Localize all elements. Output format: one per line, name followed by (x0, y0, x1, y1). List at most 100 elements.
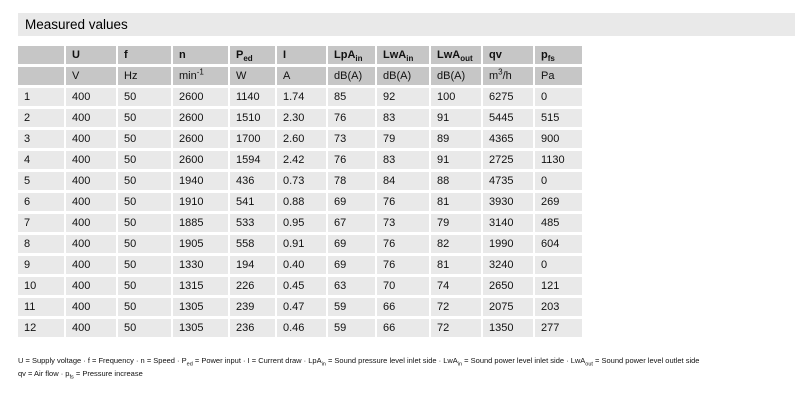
value-cell: 2.30 (277, 109, 326, 127)
value-cell: 485 (535, 214, 582, 232)
value-cell: 1330 (173, 256, 228, 274)
column-header: qv (483, 46, 533, 64)
value-cell: 66 (377, 298, 429, 316)
row-number-cell: 12 (18, 319, 64, 337)
column-header-base: I (283, 49, 287, 61)
unit-base: A (283, 70, 291, 82)
value-cell: 69 (328, 235, 375, 253)
value-cell: 1905 (173, 235, 228, 253)
value-cell: 76 (328, 109, 375, 127)
value-cell: 81 (431, 256, 481, 274)
value-cell: 85 (328, 88, 375, 106)
value-cell: 76 (377, 235, 429, 253)
footnote-subscript: out (585, 361, 593, 368)
column-header-base: qv (489, 49, 502, 61)
value-cell: 100 (431, 88, 481, 106)
value-cell: 4735 (483, 172, 533, 190)
value-cell: 82 (431, 235, 481, 253)
footnote-subscript: ed (186, 361, 193, 368)
value-cell: 2600 (173, 88, 228, 106)
value-cell: 3930 (483, 193, 533, 211)
value-cell: 6275 (483, 88, 533, 106)
table-row: 10 400 50 1315 226 0.45 63 70 74 2650 121 (18, 277, 582, 295)
value-cell: 50 (118, 277, 171, 295)
value-cell: 92 (377, 88, 429, 106)
value-cell: 59 (328, 319, 375, 337)
value-cell: 88 (431, 172, 481, 190)
unit-base: Hz (124, 70, 138, 82)
table-row: 5 400 50 1940 436 0.73 78 84 88 4735 0 (18, 172, 582, 190)
value-cell: 73 (328, 130, 375, 148)
value-cell: 1305 (173, 319, 228, 337)
row-number-cell: 1 (18, 88, 64, 106)
value-cell: 1.74 (277, 88, 326, 106)
value-cell: 50 (118, 88, 171, 106)
value-cell: 0 (535, 88, 582, 106)
value-cell: 226 (230, 277, 275, 295)
value-cell: 50 (118, 151, 171, 169)
unit-cell: m3/h (483, 67, 533, 85)
value-cell: 78 (328, 172, 375, 190)
footnote-subscript: fs (69, 374, 74, 381)
value-cell: 515 (535, 109, 582, 127)
value-cell: 2.60 (277, 130, 326, 148)
value-cell: 74 (431, 277, 481, 295)
unit-cell: dB(A) (328, 67, 375, 85)
value-cell: 400 (66, 214, 116, 232)
value-cell: 400 (66, 193, 116, 211)
value-cell: 604 (535, 235, 582, 253)
column-header: U (66, 46, 116, 64)
value-cell: 400 (66, 256, 116, 274)
column-header: n (173, 46, 228, 64)
value-cell: 3240 (483, 256, 533, 274)
value-cell: 4365 (483, 130, 533, 148)
value-cell: 400 (66, 151, 116, 169)
column-header: Ped (230, 46, 275, 64)
table-row: 1 400 50 2600 1140 1.74 85 92 100 6275 0 (18, 88, 582, 106)
value-cell: 1130 (535, 151, 582, 169)
column-header-subscript: in (406, 54, 414, 64)
value-cell: 2650 (483, 277, 533, 295)
column-header: LwAin (377, 46, 429, 64)
value-cell: 400 (66, 88, 116, 106)
value-cell: 1700 (230, 130, 275, 148)
row-number-cell: 9 (18, 256, 64, 274)
unit-suffix: /h (502, 70, 512, 82)
value-cell: 73 (377, 214, 429, 232)
unit-base: dB(A) (334, 70, 363, 82)
value-cell: 72 (431, 298, 481, 316)
value-cell: 1305 (173, 298, 228, 316)
table-row: 4 400 50 2600 1594 2.42 76 83 91 2725 1130 (18, 151, 582, 169)
value-cell: 70 (377, 277, 429, 295)
value-cell: 50 (118, 256, 171, 274)
table-body: 1 400 50 2600 1140 1.74 85 92 100 6275 0 2 400 50 2600… (18, 88, 582, 337)
value-cell: 400 (66, 130, 116, 148)
value-cell: 0.91 (277, 235, 326, 253)
value-cell: 59 (328, 298, 375, 316)
column-header (18, 46, 64, 64)
footnote-line: qv = Air flow · pfs = Pressure increase (18, 367, 788, 380)
value-cell: 2600 (173, 151, 228, 169)
value-cell: 277 (535, 319, 582, 337)
unit-base: dB(A) (437, 70, 466, 82)
table-row: 11 400 50 1305 239 0.47 59 66 72 2075 203 (18, 298, 582, 316)
column-header-base: p (541, 49, 548, 61)
unit-cell: dB(A) (431, 67, 481, 85)
value-cell: 76 (377, 193, 429, 211)
column-header-subscript: ed (243, 54, 253, 64)
value-cell: 400 (66, 277, 116, 295)
value-cell: 1140 (230, 88, 275, 106)
value-cell: 69 (328, 193, 375, 211)
unit-cell: dB(A) (377, 67, 429, 85)
footnote-subscript: in (321, 361, 326, 368)
value-cell: 0 (535, 172, 582, 190)
value-cell: 2725 (483, 151, 533, 169)
value-cell: 91 (431, 109, 481, 127)
value-cell: 541 (230, 193, 275, 211)
value-cell: 1885 (173, 214, 228, 232)
column-header-base: f (124, 49, 128, 61)
value-cell: 50 (118, 214, 171, 232)
